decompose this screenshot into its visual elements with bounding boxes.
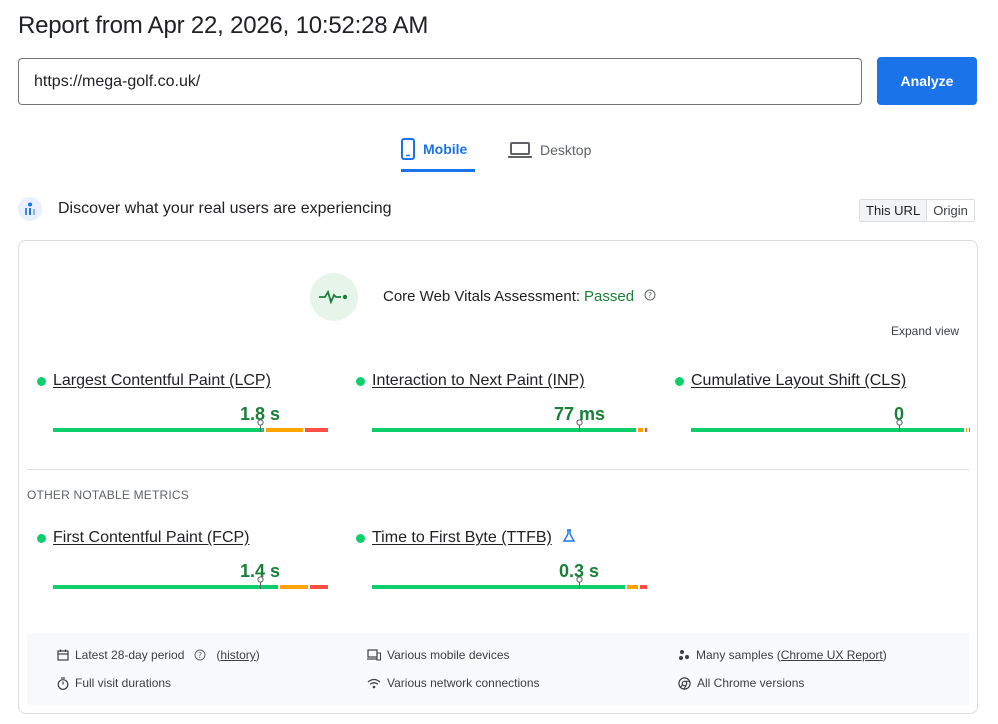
section-divider [27, 469, 969, 470]
help-icon[interactable]: ? [194, 649, 206, 661]
metric-value: 0 [893, 404, 904, 424]
samples-text: Many samples (Chrome UX Report) [696, 648, 887, 662]
smartphone-icon [401, 137, 415, 160]
metric-name[interactable]: First Contentful Paint (FCP) [53, 529, 250, 546]
footer-durations: Full visit durations [57, 676, 171, 690]
device-tabs: Mobile Desktop [0, 128, 998, 172]
help-icon[interactable]: ? [644, 288, 656, 305]
analyze-button[interactable]: Analyze [877, 57, 977, 105]
chrome-icon [678, 676, 691, 690]
segment-good [372, 585, 625, 589]
metric-value: 1.4 s [239, 561, 280, 581]
p75-marker [576, 576, 583, 589]
distribution-bar [372, 576, 649, 589]
segment-good [691, 428, 965, 432]
metric-name[interactable]: Time to First Byte (TTFB) [372, 529, 552, 546]
samples-icon [678, 649, 690, 661]
metric-name[interactable]: Largest Contentful Paint (LCP) [53, 372, 271, 389]
vitals-pulse-icon [310, 273, 358, 321]
status-dot [356, 376, 365, 386]
real-users-text: Discover what your real users are experi… [58, 200, 392, 217]
segment-good [53, 428, 265, 432]
metric-fcp: First Contentful Paint (FCP) 1.4 s [37, 529, 328, 599]
metric-inp: Interaction to Next Paint (INP) 77 ms [356, 372, 647, 442]
segment-needs-improvement [637, 428, 643, 432]
svg-text:?: ? [198, 651, 202, 660]
metric-name[interactable]: Cumulative Layout Shift (CLS) [691, 372, 907, 389]
cwv-assessment-label: Core Web Vitals Assessment: [383, 288, 581, 305]
expand-view-link[interactable]: Expand view [891, 324, 960, 338]
devices-icon [367, 649, 381, 661]
status-dot [37, 376, 46, 386]
toggle-origin[interactable]: Origin [927, 200, 974, 221]
metric-value: 77 ms [553, 404, 605, 424]
segment-needs-improvement [966, 428, 968, 432]
url-origin-toggle: This URL Origin [859, 199, 975, 222]
status-dot [356, 533, 365, 543]
other-metrics-label: OTHER NOTABLE METRICS [27, 488, 189, 502]
history-paren: (history) [216, 648, 260, 662]
p75-marker [257, 419, 264, 432]
distribution-bar [53, 419, 330, 432]
p75-marker [576, 419, 583, 432]
status-dot [675, 376, 684, 386]
segment-good [53, 585, 279, 589]
footer-devices: Various mobile devices [367, 648, 510, 662]
samples-suffix: ) [882, 648, 887, 662]
footer-samples: Many samples (Chrome UX Report) [678, 648, 887, 662]
chrome-ux-report-link[interactable]: Chrome UX Report [780, 648, 883, 662]
durations-text: Full visit durations [75, 676, 172, 690]
segment-needs-improvement [280, 585, 309, 589]
devices-text: Various mobile devices [387, 648, 510, 662]
metric-value: 0.3 s [558, 561, 599, 581]
wifi-icon [367, 678, 381, 689]
laptop-icon [508, 141, 532, 159]
url-input[interactable] [18, 58, 862, 105]
metric-value: 1.8 s [239, 404, 280, 424]
distribution-bar [372, 419, 649, 432]
segment-needs-improvement [266, 428, 303, 432]
status-dot [37, 533, 46, 543]
cwv-assessment: Core Web Vitals Assessment: Passed ? [383, 288, 656, 305]
metric-cls: Cumulative Layout Shift (CLS) 0 [675, 372, 971, 442]
footer-network: Various network connections [367, 676, 540, 690]
metric-ttfb: Time to First Byte (TTFB) 0.3 s [356, 529, 647, 599]
users-chart-icon [18, 197, 42, 221]
chrome-text: All Chrome versions [697, 676, 805, 690]
cwv-status: Passed [584, 288, 635, 305]
segment-good [372, 428, 636, 432]
period-text: Latest 28-day period [75, 648, 185, 662]
data-source-footer: Latest 28-day period ? (history) Various… [27, 633, 969, 705]
history-link[interactable]: history [220, 648, 256, 662]
footer-period: Latest 28-day period ? (history) [57, 648, 260, 662]
metric-lcp: Largest Contentful Paint (LCP) 1.8 s [37, 372, 328, 442]
segment-poor [644, 428, 647, 432]
footer-chrome: All Chrome versions [678, 676, 804, 690]
real-users-header: Discover what your real users are experi… [18, 197, 391, 221]
samples-prefix: Many samples ( [696, 648, 781, 662]
toggle-this-url[interactable]: This URL [860, 200, 928, 221]
experimental-flask-icon [562, 529, 576, 547]
metric-name[interactable]: Interaction to Next Paint (INP) [372, 372, 585, 389]
p75-marker [257, 576, 264, 589]
stopwatch-icon [57, 676, 69, 690]
calendar-icon [57, 649, 69, 661]
segment-poor [304, 428, 328, 432]
distribution-bar [53, 576, 330, 589]
distribution-bar [691, 419, 971, 432]
svg-text:?: ? [648, 291, 652, 300]
page-title: Report from Apr 22, 2026, 10:52:28 AM [18, 12, 429, 39]
p75-marker [896, 419, 903, 432]
segment-poor [310, 585, 328, 589]
field-data-card [18, 240, 978, 714]
network-text: Various network connections [387, 676, 540, 690]
segment-needs-improvement [626, 585, 639, 589]
tab-desktop-label: Desktop [540, 142, 592, 158]
tab-desktop[interactable]: Desktop [508, 128, 591, 172]
segment-poor [640, 585, 647, 589]
tab-mobile-label: Mobile [423, 140, 468, 157]
tab-mobile[interactable]: Mobile [401, 128, 475, 172]
segment-poor [969, 428, 971, 432]
